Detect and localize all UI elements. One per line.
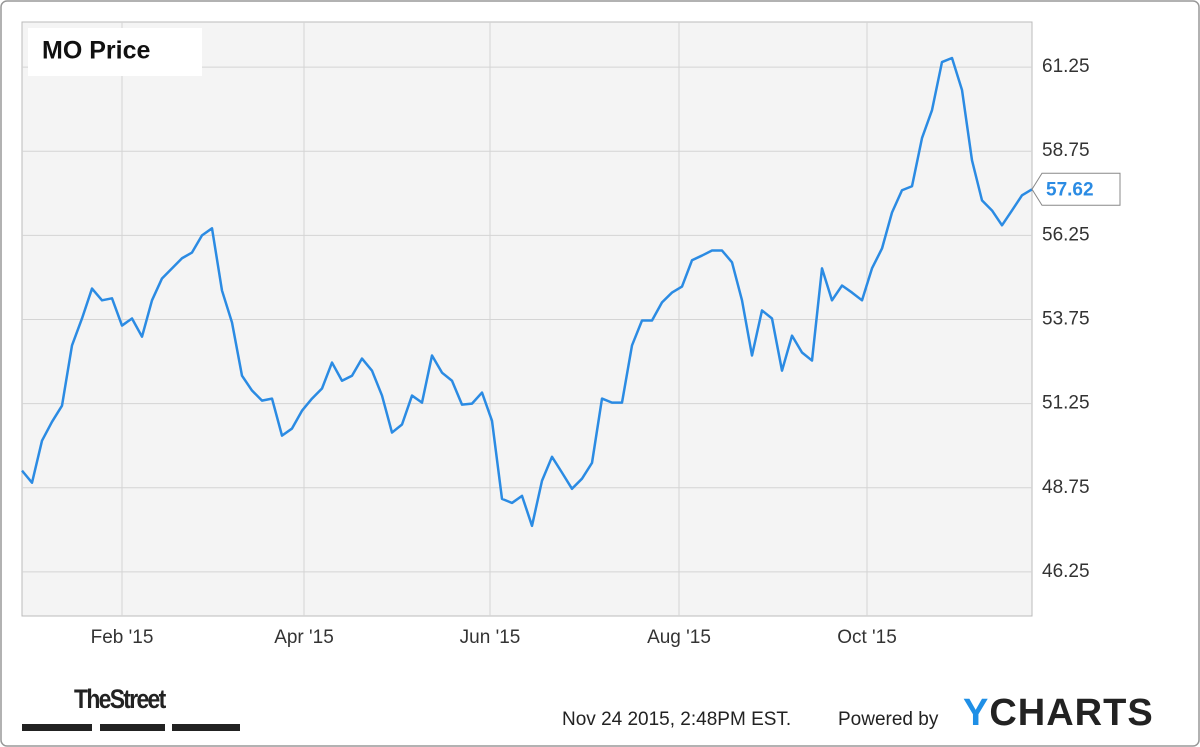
- brand-logo: YCHARTS: [963, 692, 1154, 734]
- title-box: [28, 28, 202, 76]
- source-note: Nov 24 2015, 2:48PM EST.: [562, 709, 792, 730]
- x-tick-label: Apr '15: [274, 627, 334, 648]
- y-tick-label: 61.25: [1042, 56, 1090, 77]
- y-tick-label: 48.75: [1042, 477, 1090, 498]
- chart-title: MO Price: [42, 37, 150, 65]
- price-line: [21, 56, 1033, 528]
- last-value-box: [1031, 172, 1121, 206]
- powered-by: Powered by: [838, 709, 939, 730]
- logo-bar: [172, 724, 240, 731]
- x-tick-label: Aug '15: [647, 627, 711, 648]
- y-tick-label: 46.25: [1042, 561, 1090, 582]
- x-tick-label: Feb '15: [91, 627, 154, 648]
- x-tick-label: Oct '15: [837, 627, 897, 648]
- y-tick-label: 53.75: [1042, 309, 1090, 330]
- y-tick-label: 56.25: [1042, 224, 1090, 245]
- logo-bar: [100, 724, 165, 731]
- y-tick-label: 58.75: [1042, 140, 1090, 161]
- x-tick-label: Jun '15: [460, 627, 521, 648]
- plot-area: [21, 21, 1033, 617]
- publisher-logo: TheStreet: [74, 684, 166, 714]
- grid: [22, 22, 1032, 616]
- y-tick-label: 51.25: [1042, 393, 1090, 414]
- last-value-label: 57.62: [1046, 179, 1094, 200]
- logo-bar: [22, 724, 92, 731]
